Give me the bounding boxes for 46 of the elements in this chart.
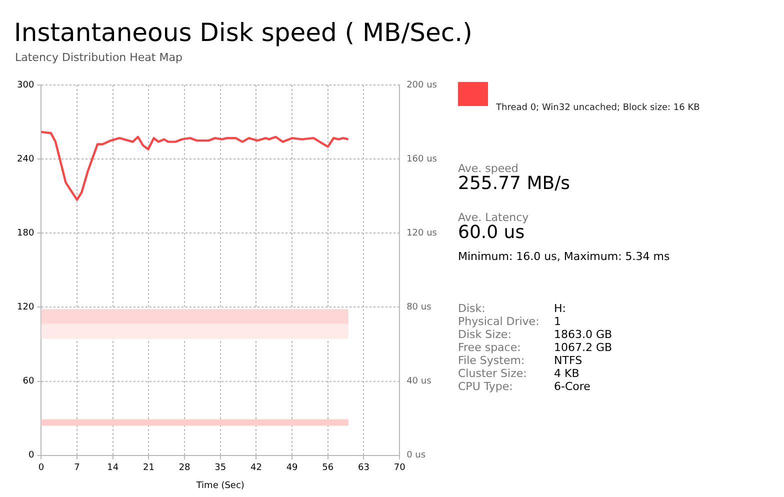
x-tick-label: 7 [74,463,80,474]
x-tick-label: 63 [358,463,370,474]
y2-tick-label: 80 us [406,302,432,313]
x-tick-label: 42 [250,463,262,474]
y2-tick-label: 200 us [406,80,438,90]
text: Disk Size: [458,328,512,341]
y-tick-label: 300 [16,80,34,90]
x-tick-label: 56 [322,463,334,474]
text: Physical Drive: [458,315,540,328]
text: 1067.2 GB [554,341,612,354]
text: H: [554,302,567,315]
x-tick-label: 14 [107,463,119,474]
text: Ave. Latency [458,211,529,224]
text: 60.0 us [458,222,525,243]
chart-title: Instantaneous Disk speed ( MB/Sec.) [14,18,472,47]
text: Ave. speed [458,162,518,175]
y-tick-label: 60 [22,376,34,387]
x-tick-label: 35 [214,463,226,474]
x-axis-title: Time (Sec) [195,480,244,491]
x-tick-label: 28 [178,463,191,474]
chart-subtitle: Latency Distribution Heat Map [15,51,182,64]
text: 1 [554,315,562,328]
x-tick-label: 21 [142,463,154,474]
y2-tick-label: 120 us [406,228,438,239]
y2-tick-label: 0 us [406,450,426,461]
text: 1863.0 GB [554,328,612,341]
y-tick-label: 240 [16,154,34,164]
y-tick-label: 0 [28,450,34,461]
text: Disk: [458,302,486,315]
x-tick-label: 0 [38,463,44,474]
text: 6-Core [554,380,592,393]
y2-tick-label: 40 us [406,376,432,387]
text: Minimum: 16.0 us, Maximum: 5.34 ms [458,250,670,263]
y-tick-label: 120 [16,302,34,313]
text: 255.77 MB/s [458,173,570,194]
text: NTFS [554,354,584,367]
text: CPU Type: [458,380,514,393]
text: Thread 0; Win32 uncached; Block size: 16 KB [496,103,700,113]
text: 4 KB [554,367,580,380]
y-tick-label: 180 [16,228,34,239]
text: File System: [458,354,526,367]
x-tick-label: 49 [286,463,298,474]
x-tick-label: 70 [394,463,406,474]
y2-tick-label: 160 us [406,154,438,164]
text: Free space: [458,341,522,354]
text: Cluster Size: [458,367,528,380]
